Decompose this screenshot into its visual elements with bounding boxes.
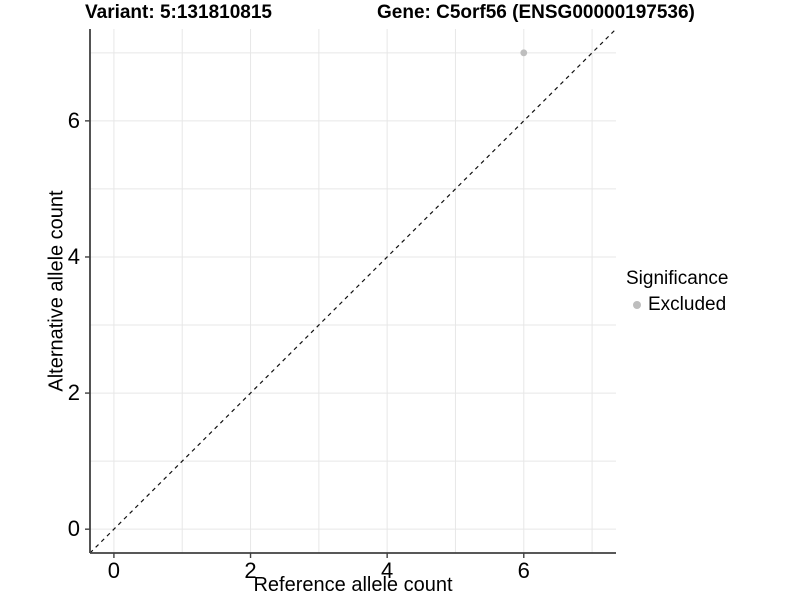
legend: Significance Excluded (626, 268, 728, 316)
x-axis-title: Reference allele count (253, 574, 453, 596)
y-tick-label: 0 (68, 516, 80, 541)
legend-point-icon (633, 301, 641, 309)
y-tick-label: 4 (68, 244, 80, 269)
legend-title: Significance (626, 268, 729, 289)
x-tick-label: 0 (108, 558, 120, 583)
x-tick-label: 4 (381, 558, 393, 583)
plot-title-gene: Gene: C5orf56 (ENSG00000197536) (377, 2, 695, 23)
x-tick-label: 6 (518, 558, 530, 583)
y-tick-label: 6 (68, 108, 80, 133)
identity-reference-line (89, 28, 617, 554)
y-axis-title: Alternative allele count (45, 190, 68, 392)
legend-item: Excluded (626, 294, 728, 316)
plot-title-variant: Variant: 5:131810815 (85, 2, 272, 23)
data-point (520, 49, 528, 57)
legend-item-label: Excluded (648, 294, 727, 315)
y-tick-label: 2 (68, 380, 80, 405)
x-tick-label: 2 (244, 558, 256, 583)
